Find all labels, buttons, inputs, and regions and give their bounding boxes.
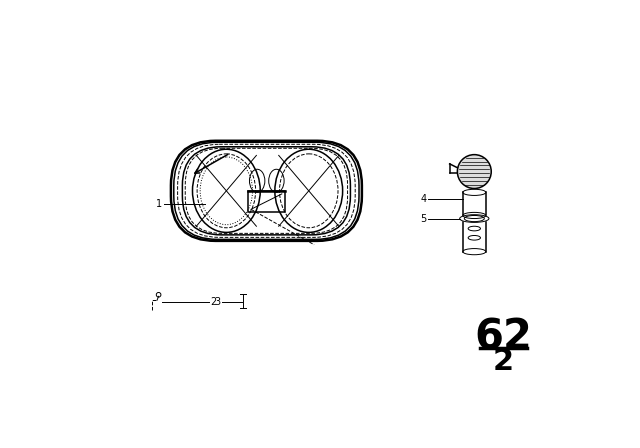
Circle shape bbox=[458, 155, 492, 189]
Text: 4: 4 bbox=[420, 194, 427, 203]
Text: 2: 2 bbox=[493, 347, 514, 376]
Text: 5: 5 bbox=[420, 214, 427, 224]
Text: 1: 1 bbox=[156, 199, 162, 209]
Text: 62: 62 bbox=[475, 316, 532, 358]
Bar bbox=[248, 191, 285, 212]
Text: 2: 2 bbox=[210, 297, 216, 307]
Text: 3: 3 bbox=[214, 297, 220, 307]
